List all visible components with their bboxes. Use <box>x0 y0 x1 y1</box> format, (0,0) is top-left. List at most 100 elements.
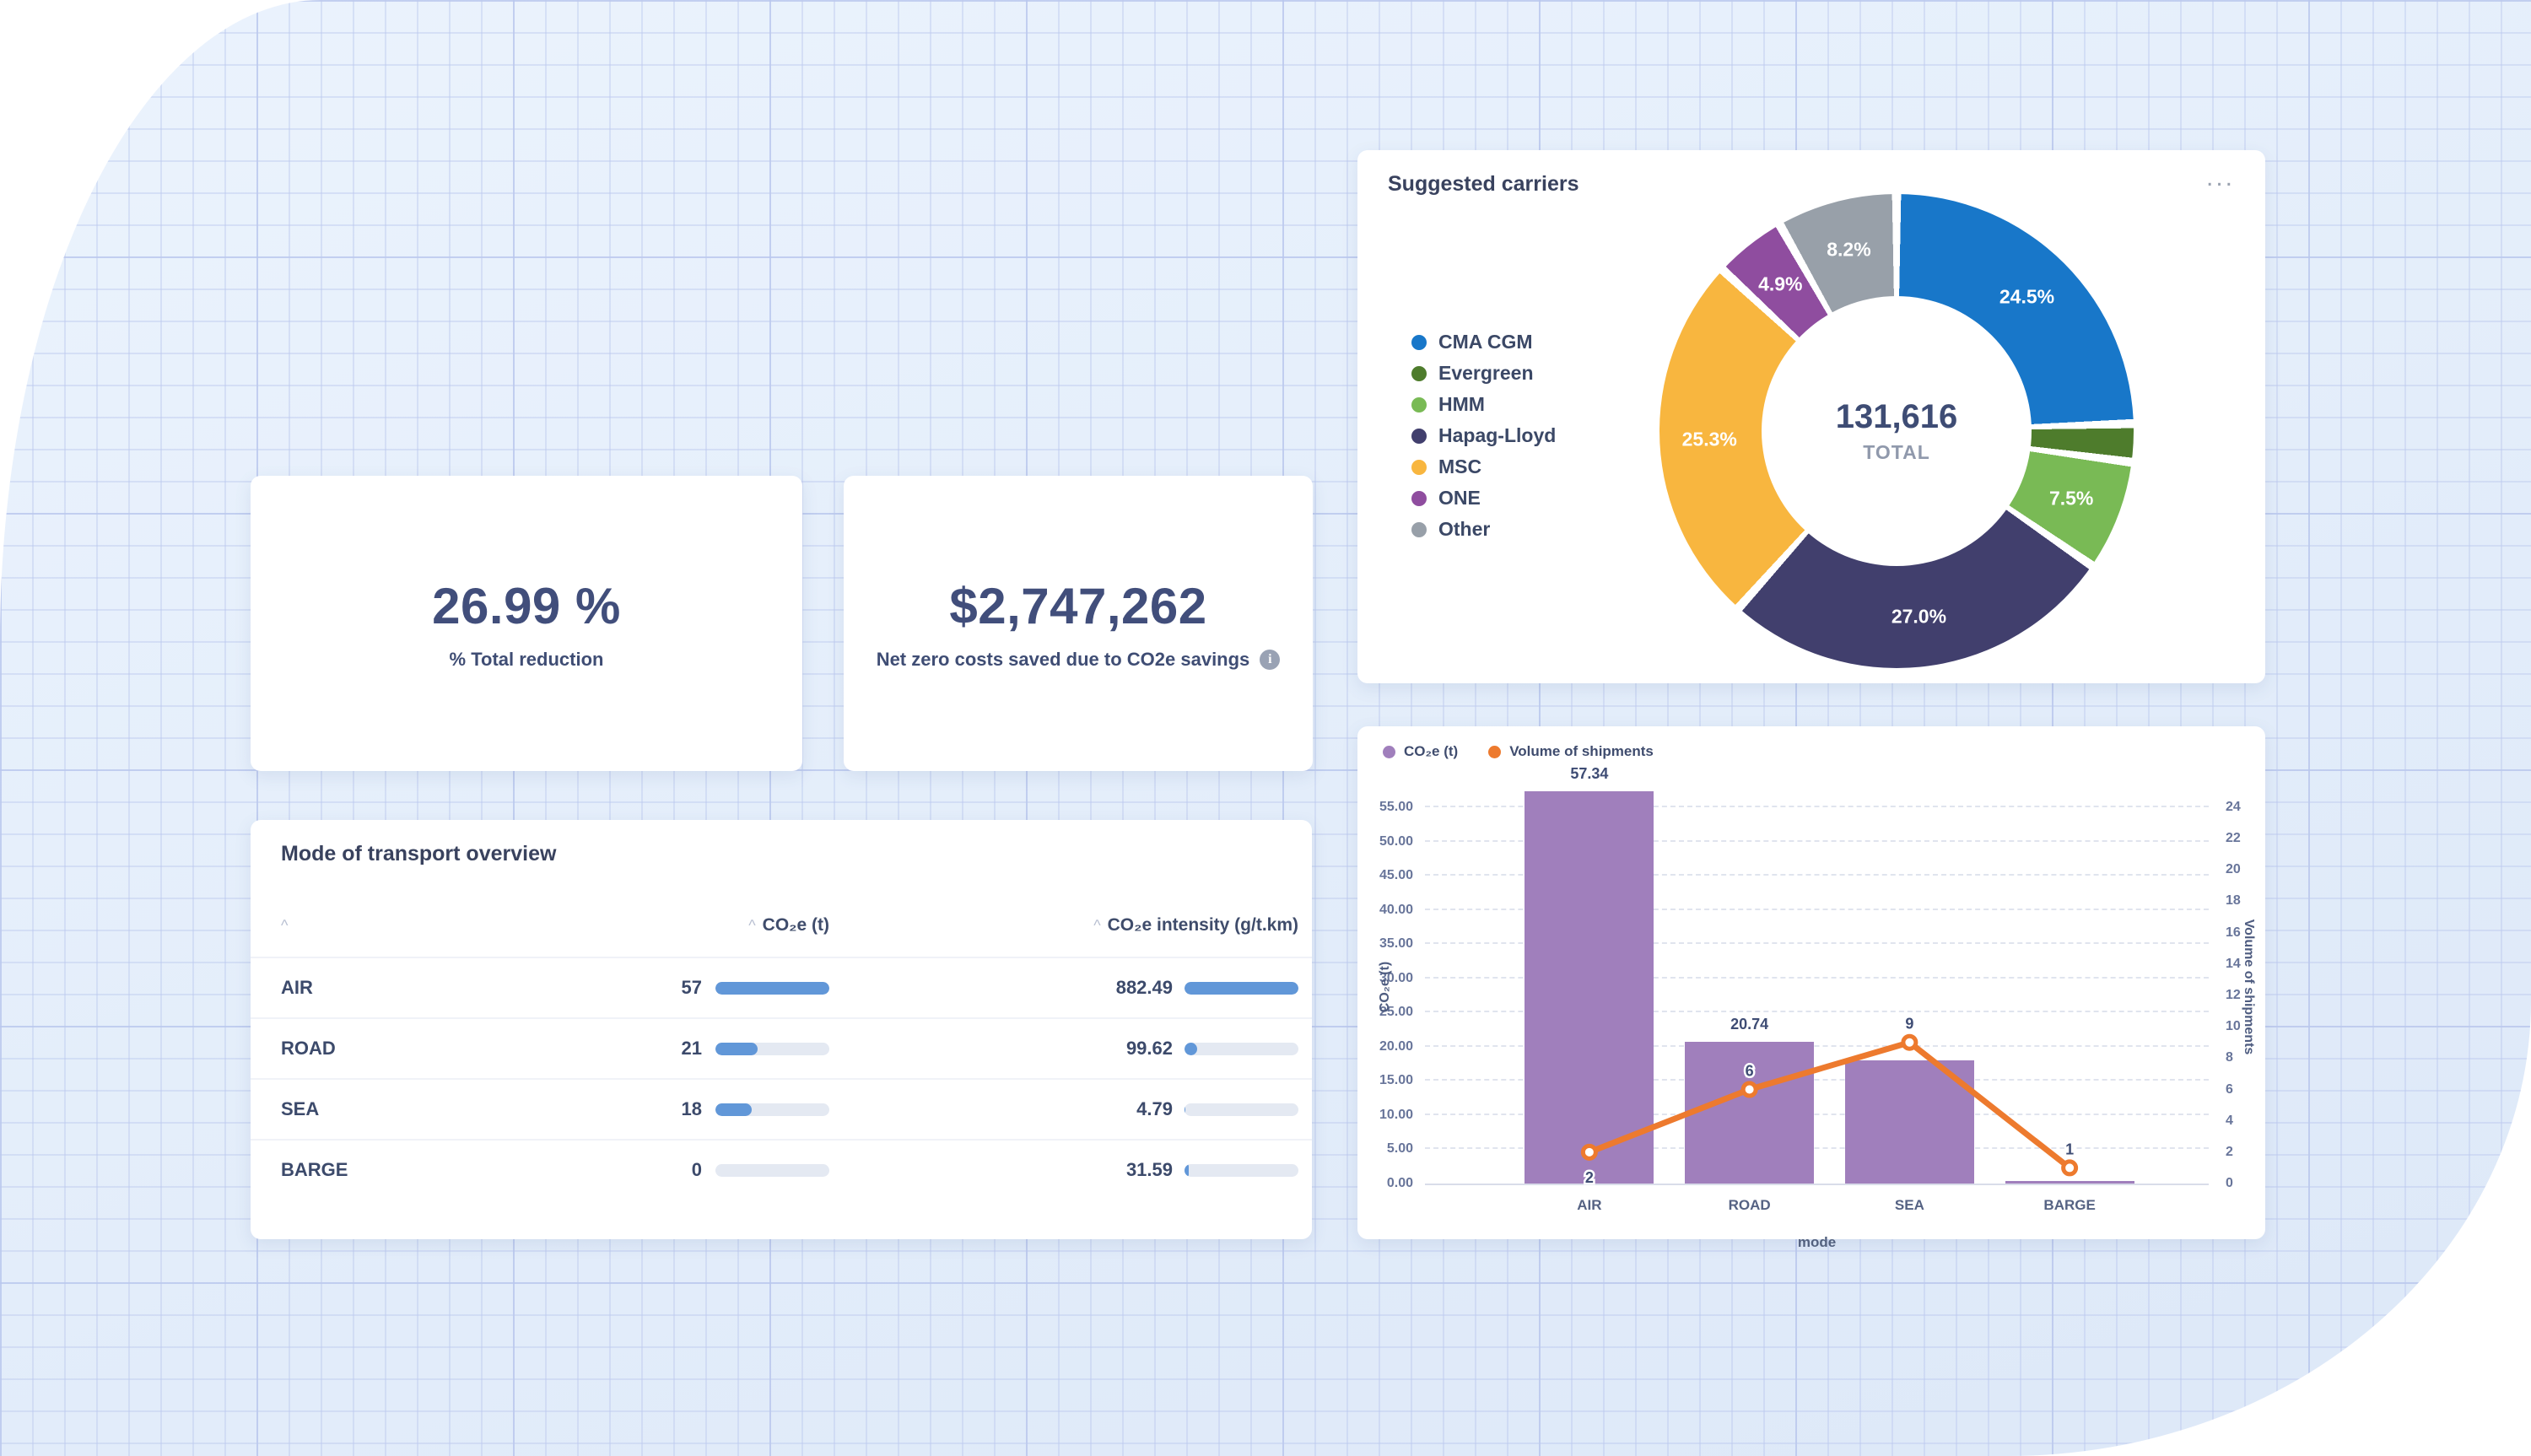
cell-co2e: 57 <box>681 977 702 998</box>
table-body: AIR 57 882.49 ROAD 21 99.62 SEA 18 4.79 BARGE 0 31.… <box>251 957 1312 1200</box>
left-axis-tick: 50.00 <box>1379 833 1413 849</box>
legend-label: Other <box>1438 518 1491 540</box>
line-point-sea[interactable] <box>1901 1033 1918 1051</box>
line-point-barge[interactable] <box>2061 1159 2079 1177</box>
legend-label: ONE <box>1438 487 1481 509</box>
combo-right-axis-title: Volume of shipments <box>2242 919 2256 1055</box>
cell-mode: AIR <box>281 977 313 998</box>
sort-caret-icon[interactable]: ^ <box>281 917 289 934</box>
right-axis-tick: 22 <box>2226 831 2241 846</box>
legend-dot-icon <box>1411 365 1427 381</box>
cell-co2e: 21 <box>681 1038 702 1059</box>
legend-dot-icon <box>1411 490 1427 506</box>
donut-segment-label: 8.2% <box>1827 238 1871 261</box>
donut-segment-label: 24.5% <box>1999 285 2055 308</box>
combo-x-axis-title: mode <box>1797 1234 1837 1250</box>
bar-value-label: 20.74 <box>1730 1015 1769 1033</box>
combo-legend-dot-icon <box>1488 745 1502 758</box>
gridline <box>1425 839 2209 842</box>
legend-item-one[interactable]: ONE <box>1411 487 1556 510</box>
legend-item-evergreen[interactable]: Evergreen <box>1411 362 1556 385</box>
legend-dot-icon <box>1411 521 1427 537</box>
x-tick-air: AIR <box>1577 1197 1602 1213</box>
bar-barge[interactable] <box>2005 1180 2134 1184</box>
combo-chart-card: CO₂e (t) Volume of shipments 0.00 5.00 10.0… <box>1357 726 2265 1250</box>
right-axis-tick: 10 <box>2226 1019 2241 1034</box>
intensity-bar <box>1185 981 1298 995</box>
combo-legend-label: CO₂e (t) <box>1404 743 1459 759</box>
cell-intensity: 31.59 <box>1125 1159 1173 1180</box>
transport-overview-title: Mode of transport overview <box>281 842 557 866</box>
cell-co2e: 18 <box>681 1098 702 1119</box>
donut-segment-label: 4.9% <box>1758 272 1803 295</box>
kpi-label-net-zero-costs: Net zero costs saved due to CO2e savings… <box>877 649 1281 671</box>
gridline <box>1425 908 2209 910</box>
table-row-barge: BARGE 0 31.59 <box>251 1139 1312 1200</box>
legend-label: MSC <box>1438 456 1482 477</box>
combo-legend-dot-icon <box>1383 745 1395 758</box>
right-axis-tick: 24 <box>2226 799 2241 814</box>
donut-center: 131,616 TOTAL <box>1762 296 2032 566</box>
legend-item-other[interactable]: Other <box>1411 518 1556 541</box>
co2e-bar-fill <box>715 981 829 995</box>
left-axis-tick: 15.00 <box>1379 1073 1413 1088</box>
right-axis-tick: 4 <box>2226 1113 2233 1128</box>
combo-left-axis-title: CO₂e (t) <box>1378 961 1392 1013</box>
left-axis-tick: 30.00 <box>1379 970 1413 985</box>
line-point-road[interactable] <box>1740 1081 1758 1098</box>
info-icon[interactable]: i <box>1260 649 1281 670</box>
ellipsis-menu-icon[interactable]: ... <box>2205 164 2235 191</box>
legend-label: Evergreen <box>1438 362 1534 384</box>
legend-item-hmm[interactable]: HMM <box>1411 393 1556 416</box>
kpi-value-net-zero-costs: $2,747,262 <box>949 577 1207 634</box>
kpi-label-text: Net zero costs saved due to CO2e savings <box>876 648 1250 670</box>
combo-right-axis: 0 2 4 6 8 10 12 14 16 18 20 22 24 <box>2215 791 2264 1190</box>
suggested-carriers-title: Suggested carriers <box>1388 172 1579 196</box>
legend-item-hapag-lloyd[interactable]: Hapag-Lloyd <box>1411 424 1556 447</box>
combo-legend-item-volume[interactable]: Volume of shipments <box>1488 743 1654 760</box>
right-axis-tick: 18 <box>2226 893 2241 909</box>
legend-label: Hapag-Lloyd <box>1438 424 1557 446</box>
line-point-air[interactable] <box>1580 1143 1598 1161</box>
right-axis-tick: 2 <box>2226 1144 2233 1159</box>
right-axis-tick: 6 <box>2226 1081 2233 1097</box>
cell-intensity: 99.62 <box>1125 1038 1173 1059</box>
sort-caret-icon[interactable]: ^ <box>1093 916 1101 934</box>
co2e-bar-fill <box>715 1103 753 1116</box>
combo-legend-item-co2e[interactable]: CO₂e (t) <box>1383 743 1458 760</box>
table-header-mode[interactable]: ^ <box>281 915 602 936</box>
table-header-intensity[interactable]: ^ CO₂e intensity (g/t.km) <box>1093 915 1298 935</box>
bar-sea[interactable] <box>1844 1060 1974 1184</box>
legend-dot-icon <box>1411 428 1427 444</box>
right-axis-tick: 14 <box>2226 956 2241 971</box>
table-header-row: ^ ^ CO₂e (t) ^ CO₂e intensity (g/t.km) <box>251 894 1312 957</box>
co2e-bar <box>715 981 829 995</box>
legend-dot-icon <box>1411 334 1427 350</box>
legend-item-msc[interactable]: MSC <box>1411 456 1556 478</box>
gridline <box>1425 1113 2209 1115</box>
suggested-carriers-card: Suggested carriers ... CMA CGM Evergreen H… <box>1357 150 2265 683</box>
sort-caret-icon[interactable]: ^ <box>748 916 756 934</box>
left-axis-tick: 25.00 <box>1379 1005 1413 1020</box>
gridline <box>1425 1044 2209 1047</box>
legend-item-cma-cgm[interactable]: CMA CGM <box>1411 331 1556 353</box>
legend-label: CMA CGM <box>1438 331 1533 353</box>
bar-road[interactable] <box>1685 1041 1815 1184</box>
bar-air[interactable] <box>1525 791 1654 1184</box>
table-header-co2e[interactable]: ^ CO₂e (t) <box>748 915 829 935</box>
kpi-value-total-reduction: 26.99 % <box>432 577 621 634</box>
cell-mode: SEA <box>281 1098 320 1119</box>
intensity-bar-fill <box>1185 981 1298 995</box>
left-axis-tick: 0.00 <box>1386 1176 1413 1190</box>
right-axis-tick: 0 <box>2226 1176 2233 1190</box>
left-axis-tick: 40.00 <box>1379 902 1413 917</box>
co2e-bar-fill <box>715 1042 758 1055</box>
intensity-bar <box>1185 1042 1298 1055</box>
line-value-label: 2 <box>1585 1169 1594 1186</box>
left-axis-tick: 35.00 <box>1379 936 1413 952</box>
line-value-label: 9 <box>1905 1016 1913 1033</box>
kpi-card-total-reduction: 26.99 % % Total reduction <box>251 476 802 771</box>
transport-overview-card: Mode of transport overview ^ ^ CO₂e (t) … <box>251 820 1312 1239</box>
gridline <box>1425 1079 2209 1081</box>
